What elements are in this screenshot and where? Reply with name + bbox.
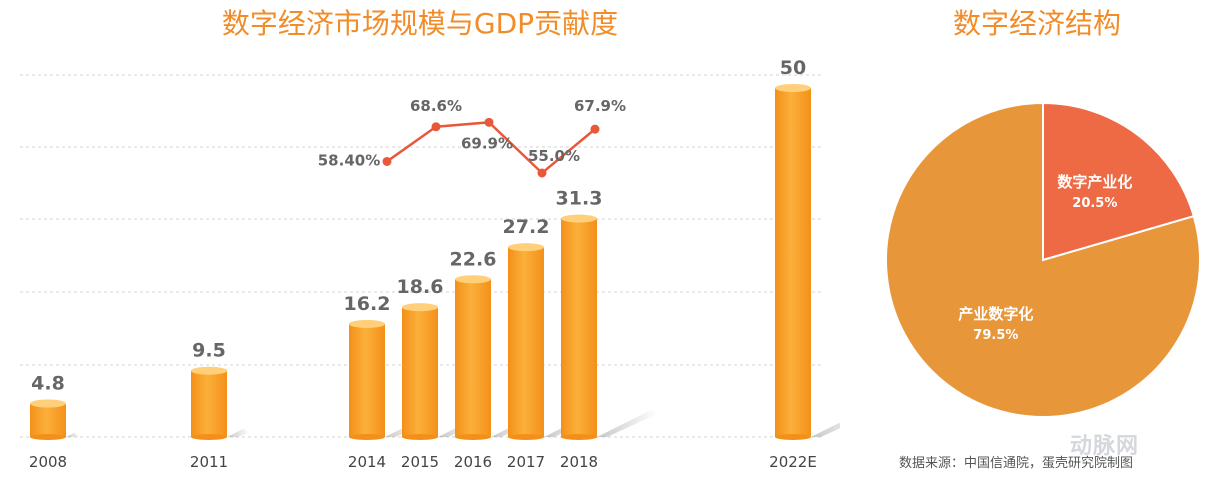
pie-chart-svg: 数字产业化 20.5% 产业数字化 79.5%	[885, 101, 1201, 418]
contribution-line	[382, 117, 600, 178]
bar-value-label: 16.2	[344, 293, 391, 315]
bar-2011	[191, 370, 227, 437]
pie-slice-2	[885, 101, 1201, 418]
gridlines	[20, 74, 822, 438]
bar-2017	[508, 247, 544, 437]
line-point-2014	[382, 156, 392, 166]
line-point-label: 58.40%	[318, 151, 380, 169]
x-tick-label: 2022E	[769, 453, 817, 471]
x-tick-label: 2015	[401, 453, 439, 471]
bar-top-2022E	[775, 84, 811, 92]
line-point-2016	[484, 117, 494, 127]
line-point-2018	[590, 124, 600, 134]
bar-top-2008	[30, 399, 66, 408]
pie-slice-value: 20.5%	[1072, 196, 1117, 211]
pie-chart-panel: 数字经济结构 数字产业化 20.5% 产业数字化 79.5%	[860, 0, 1214, 478]
bar-2018	[561, 218, 597, 437]
x-tick-label: 2008	[29, 453, 67, 471]
bar-chart-panel: 数字经济市场规模与GDP贡献度 4.8 2008 9.5 2011 16.2 2014 18…	[20, 7, 840, 471]
pie-slice-name: 数字产业化	[1057, 173, 1132, 191]
x-tick-label: 2011	[190, 453, 228, 471]
line-point-label: 55.0%	[528, 147, 580, 165]
bar-base-2016	[455, 434, 491, 440]
bar-2015	[402, 307, 438, 437]
bars	[30, 84, 811, 440]
bar-top-2017	[508, 243, 544, 252]
source-note: 数据来源：中国信通院，蛋壳研究院制图	[899, 456, 1134, 471]
bar-value-label: 18.6	[397, 276, 444, 298]
bar-shadow	[66, 432, 81, 437]
pie-slice-name: 产业数字化	[958, 305, 1033, 323]
bar-top-2011	[191, 366, 227, 375]
bar-value-label: 27.2	[503, 216, 550, 238]
bar-value-label: 22.6	[450, 248, 497, 270]
bar-base-2011	[191, 434, 227, 440]
x-tick-label: 2018	[560, 453, 598, 471]
line-point-label: 69.9%	[461, 134, 513, 152]
bar-shadow	[811, 422, 840, 437]
bar-chart-title: 数字经济市场规模与GDP贡献度	[221, 7, 619, 40]
pie-slice-1	[1042, 101, 1196, 262]
line-point-2017	[537, 168, 547, 178]
bar-value-label: 31.3	[556, 188, 603, 210]
bar-value-label: 4.8	[31, 372, 65, 394]
x-tick-label: 2014	[348, 453, 386, 471]
x-tick-label: 2017	[507, 453, 545, 471]
bar-top-2015	[402, 303, 438, 312]
bar-shadows	[66, 409, 840, 437]
bar-2022E	[775, 88, 811, 437]
bar-base-2008	[30, 434, 66, 440]
bar-base-2014	[349, 434, 385, 440]
bar-value-label: 9.5	[192, 340, 226, 362]
bar-base-2022E	[775, 434, 811, 440]
pie-chart-title: 数字经济结构	[952, 7, 1121, 40]
bar-top-2016	[455, 275, 491, 284]
x-tick-label: 2016	[454, 453, 492, 471]
line-point-label: 67.9%	[574, 97, 626, 115]
bar-2016	[455, 279, 491, 437]
bar-2014	[349, 323, 385, 437]
bar-top-2014	[349, 319, 385, 328]
bar-base-2017	[508, 434, 544, 440]
bar-value-label: 50	[780, 57, 806, 79]
bar-shadow	[227, 428, 250, 437]
bar-top-2018	[561, 214, 597, 223]
pie-slice-value: 79.5%	[973, 328, 1018, 343]
bar-shadow	[597, 409, 658, 437]
bar-2008	[30, 403, 66, 437]
bar-chart-svg: 4.8 2008 9.5 2011 16.2 2014 18.6 2015 22.6 2016 27…	[20, 57, 840, 471]
bar-base-2018	[561, 434, 597, 440]
line-point-2015	[431, 122, 441, 132]
bar-base-2015	[402, 434, 438, 440]
watermark-logo: 动脉网	[1070, 434, 1140, 459]
labels: 4.8 2008 9.5 2011 16.2 2014 18.6 2015 22.6 2016 27…	[29, 57, 817, 471]
line-point-label: 68.6%	[410, 97, 462, 115]
